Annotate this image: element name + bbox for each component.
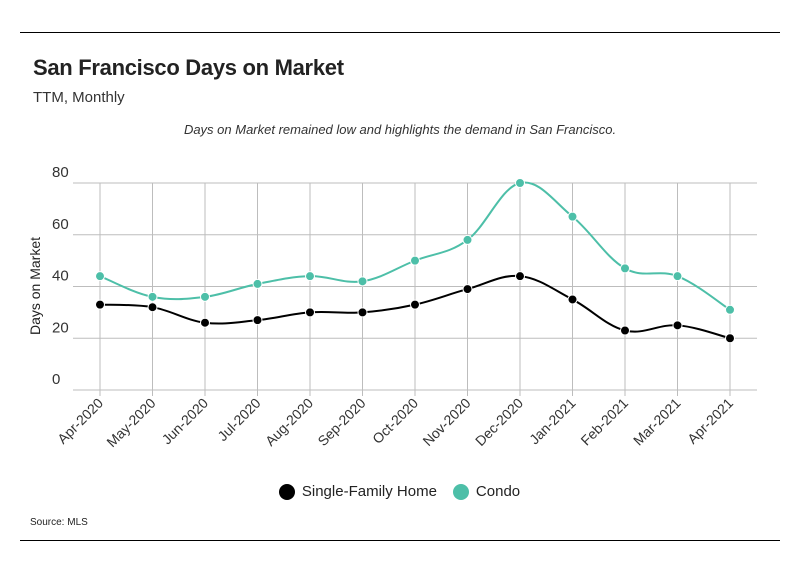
bottom-rule xyxy=(20,540,780,541)
legend: Single-Family Home Condo xyxy=(0,483,799,500)
data-point xyxy=(515,178,525,188)
data-point xyxy=(725,333,735,344)
data-point xyxy=(462,284,473,295)
x-tick-label: Jul-2020 xyxy=(214,395,263,444)
data-point xyxy=(200,317,210,328)
x-tick-label: Mar-2021 xyxy=(630,395,684,449)
legend-dot-icon xyxy=(452,483,469,500)
legend-item-condo: Condo xyxy=(452,483,521,500)
y-tick-label: 60 xyxy=(52,216,69,233)
legend-item-single-family: Single-Family Home xyxy=(278,483,437,500)
legend-label: Single-Family Home xyxy=(301,483,437,500)
x-tick-label: Jan-2021 xyxy=(526,395,579,448)
y-tick-label: 40 xyxy=(52,268,69,285)
data-point xyxy=(515,271,525,282)
data-point xyxy=(252,315,263,326)
top-rule xyxy=(20,32,780,33)
chart-subtitle: TTM, Monthly xyxy=(33,89,125,106)
gridlines xyxy=(73,182,757,396)
x-tick-label: Aug-2020 xyxy=(262,395,316,449)
series-lines xyxy=(95,178,735,344)
data-point xyxy=(410,255,420,266)
y-axis-label: Days on Market xyxy=(27,237,43,335)
chart-annotation: Days on Market remained low and highligh… xyxy=(183,122,617,137)
series-single-family-home xyxy=(95,271,735,344)
x-tick-label: Nov-2020 xyxy=(419,395,473,449)
data-point xyxy=(567,294,578,305)
legend-label: Condo xyxy=(475,483,521,500)
data-point xyxy=(147,302,158,313)
x-tick-label: May-2020 xyxy=(103,395,158,450)
data-point xyxy=(252,278,263,289)
source-note: Source: MLS xyxy=(30,517,88,528)
data-point xyxy=(95,271,105,282)
x-tick-label: Jun-2020 xyxy=(159,395,212,448)
x-tick-label: Sep-2020 xyxy=(314,395,368,449)
x-tick-label: Apr-2021 xyxy=(684,395,736,447)
data-point xyxy=(95,299,105,310)
data-point xyxy=(357,307,368,318)
data-point xyxy=(620,325,630,336)
y-tick-label: 80 xyxy=(52,164,69,181)
data-point xyxy=(200,291,210,302)
y-tick-labels: 0 20 40 60 80 xyxy=(52,164,69,388)
data-point xyxy=(672,320,683,331)
series-condo xyxy=(95,178,735,315)
y-tick-label: 20 xyxy=(52,319,69,336)
data-point xyxy=(305,307,315,318)
data-point xyxy=(147,291,158,302)
data-point xyxy=(672,271,683,282)
data-point xyxy=(620,263,630,274)
data-point xyxy=(410,299,420,310)
x-tick-label: Dec-2020 xyxy=(472,395,526,449)
data-point xyxy=(567,211,578,222)
data-point xyxy=(462,234,473,245)
x-tick-label: Apr-2020 xyxy=(54,395,106,447)
data-point xyxy=(305,271,315,282)
chart-title: San Francisco Days on Market xyxy=(33,55,344,80)
x-tick-label: Feb-2021 xyxy=(577,395,631,449)
data-point xyxy=(357,276,368,287)
legend-dot-icon xyxy=(278,483,295,500)
data-point xyxy=(725,304,735,315)
y-tick-label: 0 xyxy=(52,371,60,388)
x-tick-label: Oct-2020 xyxy=(369,395,421,447)
